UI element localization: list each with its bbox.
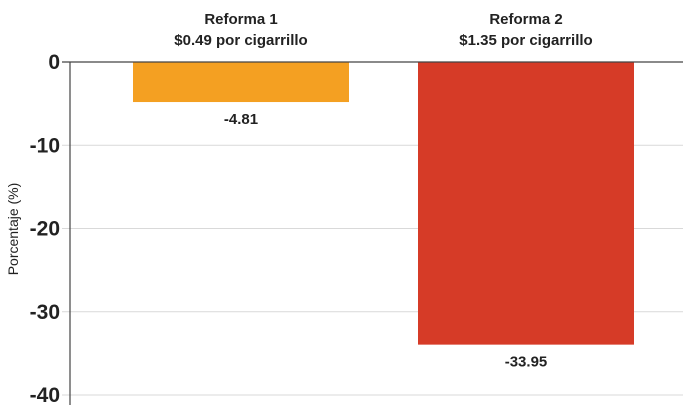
bar [133,62,349,103]
y-tick-label: 0 [48,51,60,74]
category-label: $0.49 por cigarrillo [174,32,307,49]
y-tick-label: -40 [30,384,60,405]
bar [418,62,634,345]
data-label: -33.95 [505,354,548,371]
y-tick-labels: 0 -10 -20 -30 -40 [30,51,60,405]
y-axis-title: Porcentaje (%) [5,183,21,276]
category-labels: Reforma 1 $0.49 por cigarrillo Reforma 2 $1… [174,11,592,49]
data-label: -4.81 [224,111,258,128]
data-labels: -4.81 -33.95 [224,111,547,371]
y-tick-label: -30 [30,301,60,324]
category-label: Reforma 1 [204,11,277,28]
bars [133,62,634,345]
category-label: $1.35 por cigarrillo [459,32,592,49]
category-label: Reforma 2 [489,11,562,28]
y-tick-label: -10 [30,134,60,157]
y-tick-label: -20 [30,218,60,241]
